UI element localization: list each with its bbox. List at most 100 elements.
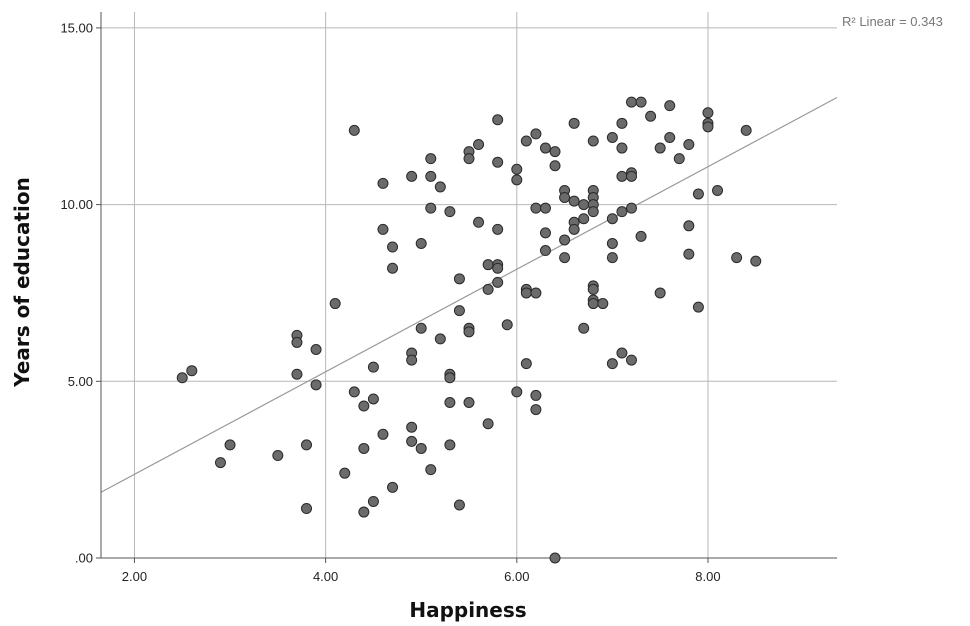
data-point (377, 223, 389, 235)
data-point (444, 372, 456, 384)
data-point (683, 248, 695, 260)
data-point (606, 131, 618, 143)
data-point (387, 241, 399, 253)
data-point (559, 192, 571, 204)
data-point (654, 142, 666, 154)
data-point (511, 386, 523, 398)
data-point (731, 252, 743, 264)
data-point (520, 358, 532, 370)
data-point (625, 96, 637, 108)
data-point (224, 439, 236, 451)
data-point (616, 142, 628, 154)
data-point (492, 223, 504, 235)
data-point (616, 117, 628, 129)
data-point (568, 117, 580, 129)
data-point (425, 202, 437, 214)
data-point (492, 156, 504, 168)
data-point (520, 135, 532, 147)
data-point (616, 170, 628, 182)
data-point (587, 206, 599, 218)
data-point (492, 262, 504, 274)
data-point (702, 107, 714, 119)
data-point (463, 153, 475, 165)
data-point (406, 354, 418, 366)
data-point (673, 153, 685, 165)
data-point (406, 421, 418, 433)
data-point (358, 506, 370, 518)
data-point (645, 110, 657, 122)
data-point (549, 552, 561, 564)
y-tick-label: 5.00 (68, 374, 93, 389)
data-point (635, 96, 647, 108)
data-point (367, 495, 379, 507)
data-point (415, 237, 427, 249)
data-point (635, 230, 647, 242)
data-point (415, 322, 427, 334)
grid-lines (101, 12, 837, 558)
data-point (539, 142, 551, 154)
data-point (482, 283, 494, 295)
data-point (587, 298, 599, 310)
data-point (358, 400, 370, 412)
data-point (530, 202, 542, 214)
data-point (463, 326, 475, 338)
data-point (367, 361, 379, 373)
data-point (473, 139, 485, 151)
data-point (549, 146, 561, 158)
data-point (530, 287, 542, 299)
data-point (406, 170, 418, 182)
data-point (339, 467, 351, 479)
data-point (214, 457, 226, 469)
y-tick-label: 10.00 (60, 197, 93, 212)
data-point (692, 188, 704, 200)
data-point (415, 442, 427, 454)
data-point (683, 139, 695, 151)
data-point (664, 131, 676, 143)
data-point (616, 206, 628, 218)
data-point (654, 287, 666, 299)
data-point (501, 319, 513, 331)
data-point (511, 174, 523, 186)
data-point (625, 354, 637, 366)
data-point (492, 114, 504, 126)
data-point (606, 252, 618, 264)
data-point (539, 202, 551, 214)
data-point (348, 124, 360, 136)
data-point (740, 124, 752, 136)
x-tick-label: 4.00 (313, 569, 338, 584)
data-point (387, 262, 399, 274)
data-point (568, 223, 580, 235)
data-point (291, 336, 303, 348)
data-point (539, 245, 551, 257)
data-point (387, 481, 399, 493)
data-point (377, 428, 389, 440)
data-point (176, 372, 188, 384)
data-point (425, 170, 437, 182)
data-point (530, 128, 542, 140)
data-point (683, 220, 695, 232)
x-tick-label: 8.00 (695, 569, 720, 584)
data-point (186, 365, 198, 377)
data-point (272, 450, 284, 462)
data-point (559, 252, 571, 264)
data-point (444, 439, 456, 451)
data-point (377, 177, 389, 189)
data-point (444, 206, 456, 218)
data-point (310, 343, 322, 355)
data-point (530, 404, 542, 416)
x-axis-title: Happiness (409, 598, 526, 622)
data-point (425, 464, 437, 476)
data-point (367, 393, 379, 405)
data-point (463, 397, 475, 409)
data-point (578, 322, 590, 334)
data-point (539, 227, 551, 239)
data-point (492, 276, 504, 288)
y-tick-label: .00 (75, 551, 93, 566)
data-point (559, 234, 571, 246)
data-point (625, 170, 637, 182)
data-point (310, 379, 322, 391)
data-point (348, 386, 360, 398)
data-point (329, 298, 341, 310)
tick-labels: .00 5.00 10.00 15.00 2.00 4.00 6.00 8.00 (60, 20, 720, 584)
data-point (606, 213, 618, 225)
